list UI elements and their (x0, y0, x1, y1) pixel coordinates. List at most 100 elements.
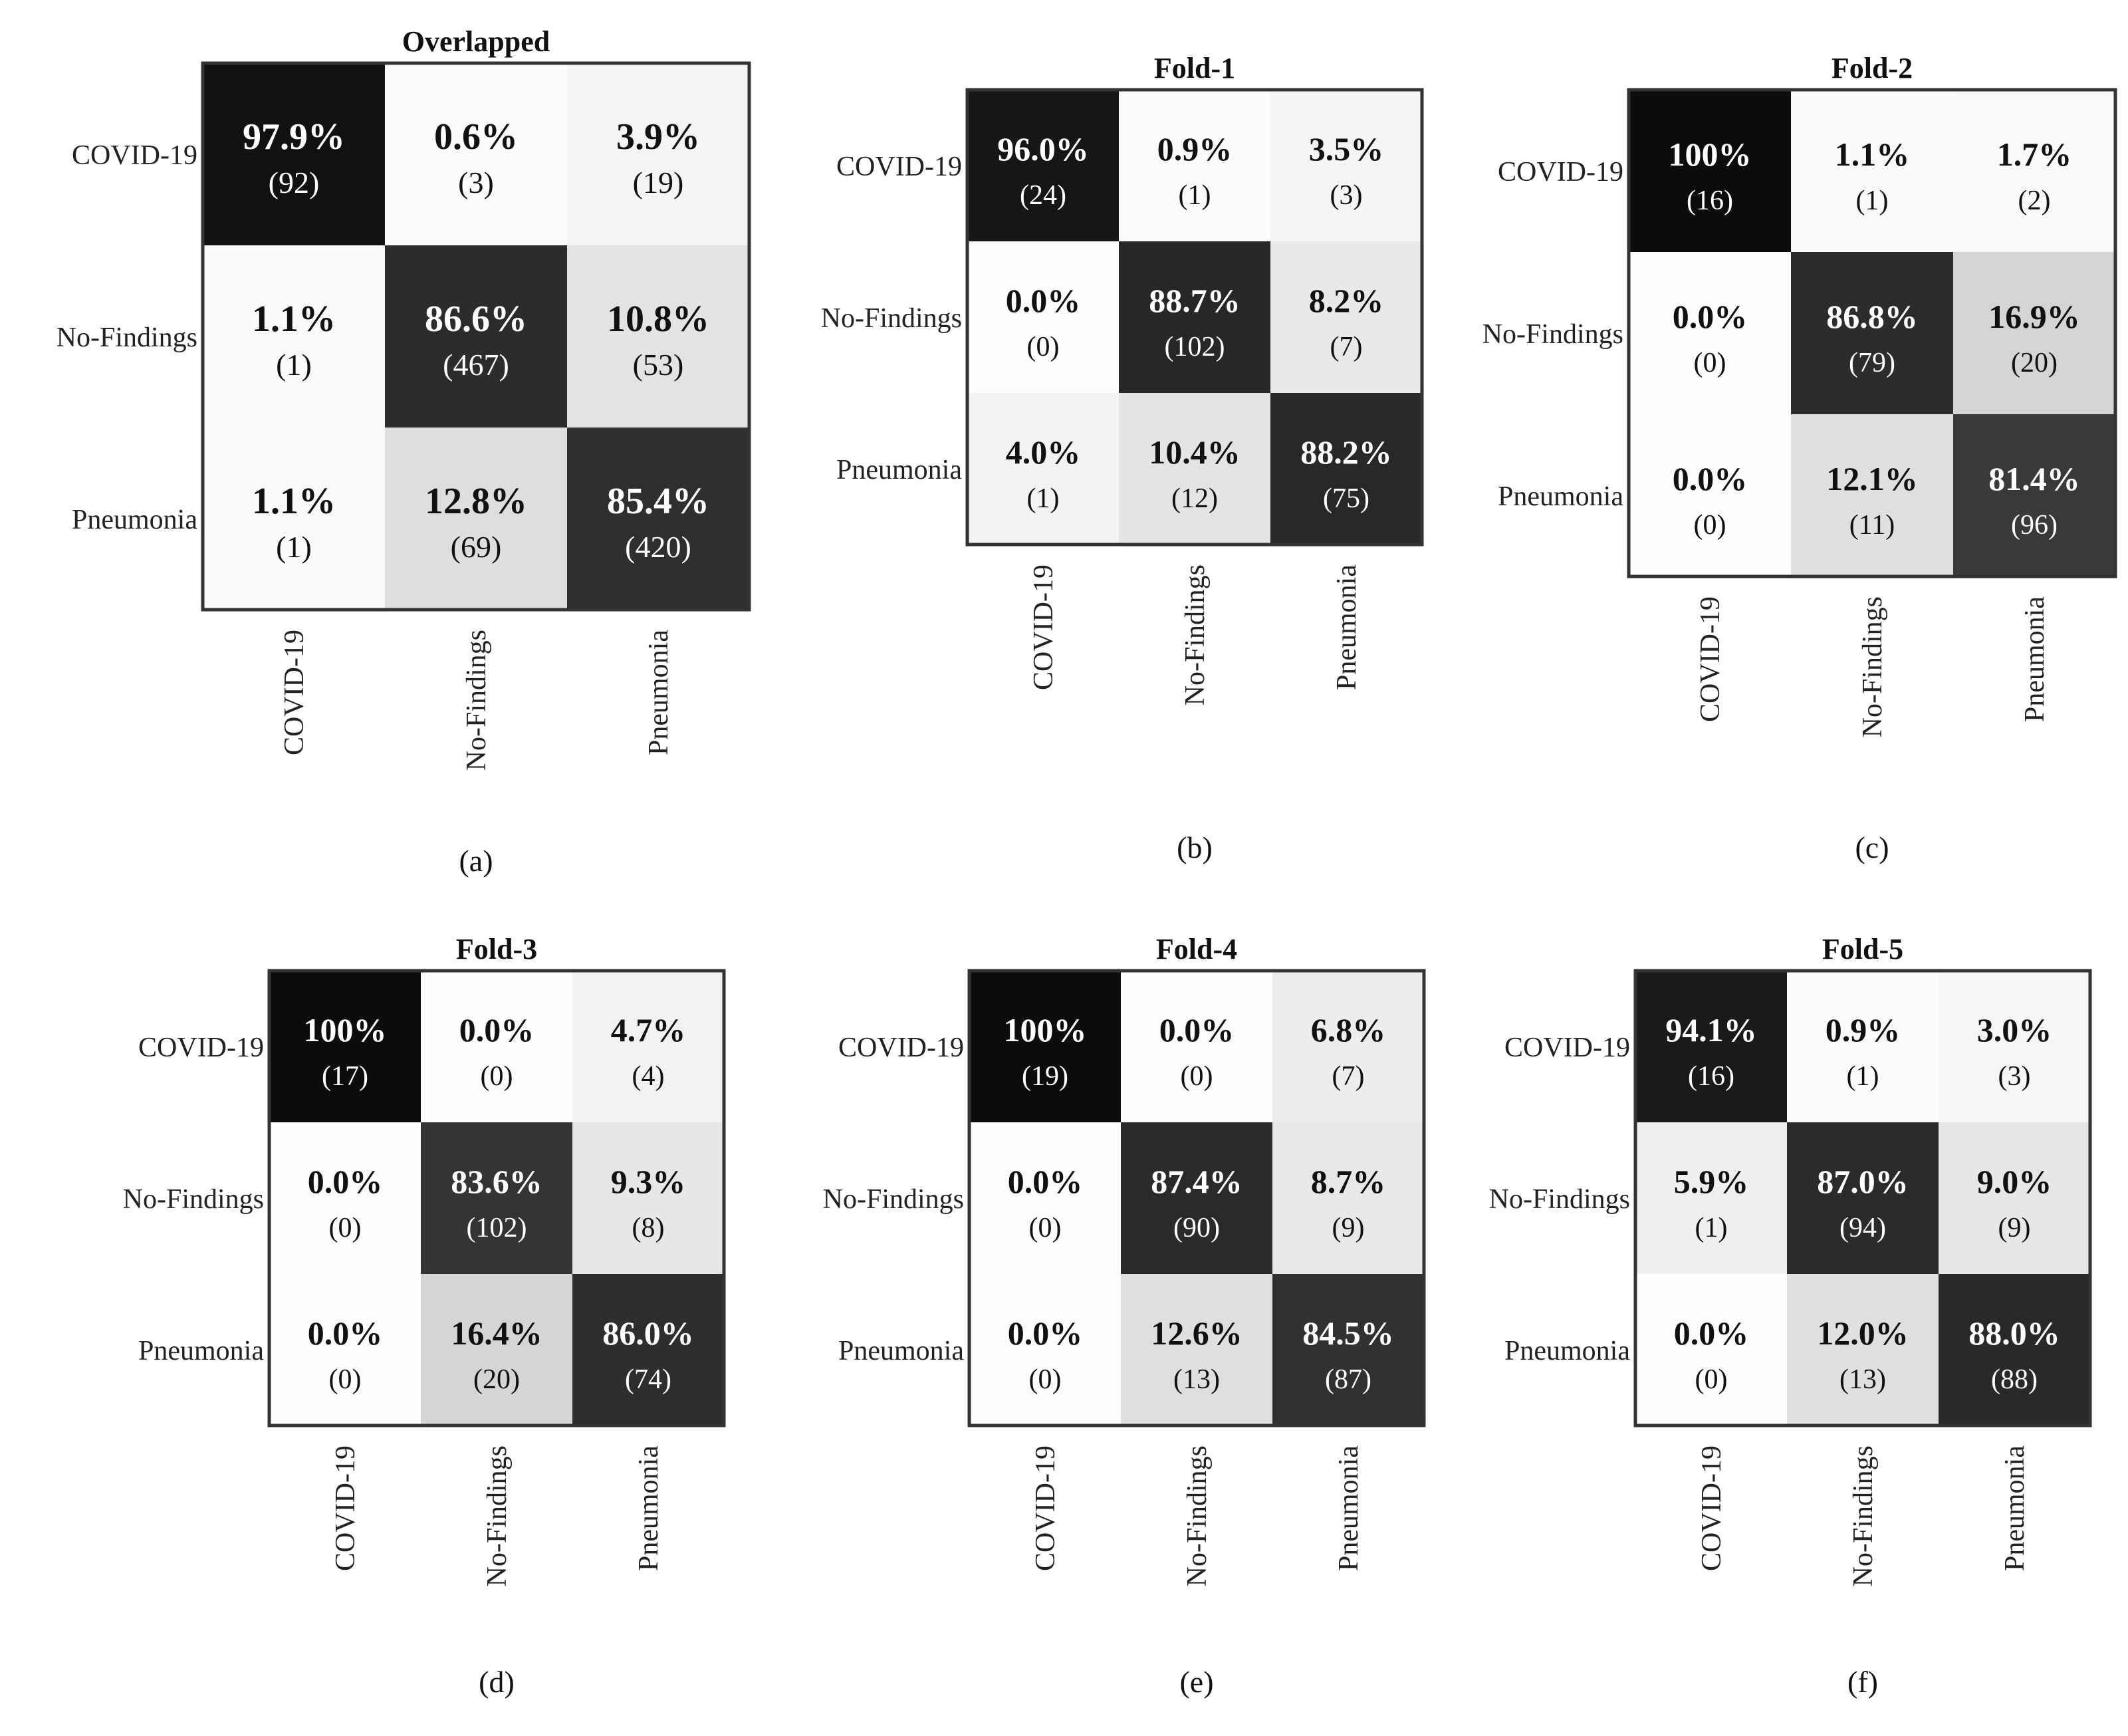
matrix-border (201, 61, 751, 612)
cell-percent-label: 6.8% (1311, 1011, 1386, 1049)
panel-title: Fold-4 (1156, 933, 1237, 965)
column-label: No-Findings (1182, 1445, 1213, 1586)
cell-count-label: (1) (276, 530, 312, 564)
cell-percent-label: 85.4% (607, 481, 709, 522)
matrix-cell (1272, 1274, 1424, 1426)
cell-percent-label: 1.1% (252, 299, 336, 340)
matrix-cell (1787, 971, 1939, 1122)
cell-count-label: (13) (1173, 1364, 1220, 1395)
cell-percent-label: 0.0% (459, 1011, 534, 1049)
cell-count-label: (0) (329, 1364, 362, 1395)
cell-percent-label: 10.8% (607, 299, 709, 340)
cell-count-label: (94) (1839, 1213, 1886, 1243)
matrix-cell (967, 241, 1119, 393)
panel-title: Fold-2 (1832, 52, 1913, 84)
cell-percent-label: 96.0% (997, 130, 1089, 168)
cell-count-label: (74) (625, 1364, 671, 1395)
cell-percent-label: 94.1% (1665, 1011, 1757, 1049)
cell-count-label: (87) (1325, 1364, 1371, 1395)
matrix-border (1633, 969, 2092, 1427)
matrix-cell (269, 971, 421, 1122)
matrix-cell (1953, 252, 2115, 414)
matrix-cell (1121, 1122, 1272, 1274)
row-label: COVID-19 (138, 1033, 264, 1063)
matrix-cell (1629, 252, 1791, 414)
cell-percent-label: 100% (304, 1011, 387, 1049)
matrix-cell (1270, 393, 1422, 545)
cell-percent-label: 10.4% (1149, 434, 1241, 471)
confusion-matrix-panel: Fold-3 100% (17) 0.0% (0) 4.7% (4) 0.0% (0) 83.6%… (123, 933, 726, 1699)
matrix-cell (1272, 1122, 1424, 1274)
cell-count-label: (4) (632, 1061, 665, 1092)
cell-count-label: (2) (2018, 186, 2051, 216)
matrix-cell (385, 63, 567, 245)
row-label: No-Findings (821, 303, 962, 334)
cell-percent-label: 0.6% (434, 116, 518, 158)
cell-percent-label: 12.8% (425, 481, 527, 522)
cell-count-label: (90) (1173, 1213, 1220, 1243)
matrix-border (267, 969, 726, 1427)
cell-count-label: (3) (1998, 1061, 2031, 1092)
cell-count-label: (79) (1849, 348, 1895, 378)
matrix-cell (1791, 414, 1953, 576)
row-label: Pneumonia (838, 1336, 964, 1366)
matrix-cell (1939, 1274, 2090, 1426)
cell-count-label: (1) (1856, 186, 1889, 216)
cell-count-label: (53) (633, 348, 684, 382)
column-label: COVID-19 (1030, 1445, 1061, 1571)
confusion-matrix-panel: Fold-2 100% (16) 1.1% (1) 1.7% (2) 0.0% (0) 86.8%… (1482, 52, 2117, 864)
row-label: Pneumonia (138, 1336, 264, 1366)
column-label: COVID-19 (1697, 1445, 1727, 1571)
cell-count-label: (0) (1029, 1213, 1062, 1243)
cell-percent-label: 87.4% (1151, 1163, 1242, 1200)
panel-caption: (d) (479, 1665, 515, 1699)
matrix-cell (1121, 971, 1272, 1122)
cell-percent-label: 0.0% (1673, 460, 1748, 497)
matrix-cell (1272, 971, 1424, 1122)
matrix-cell (1270, 90, 1422, 241)
cell-count-label: (12) (1171, 483, 1218, 514)
cell-percent-label: 0.0% (1008, 1163, 1083, 1200)
cell-count-label: (17) (322, 1061, 368, 1092)
cell-count-label: (7) (1330, 332, 1363, 362)
column-label: Pneumonia (2000, 1445, 2030, 1571)
cell-percent-label: 0.0% (308, 1314, 383, 1352)
panel-title: Fold-1 (1154, 52, 1235, 84)
cell-percent-label: 1.1% (1835, 136, 1910, 173)
matrix-cell (421, 1274, 572, 1426)
cell-percent-label: 1.7% (1997, 136, 2072, 173)
cell-count-label: (0) (1695, 1364, 1728, 1395)
cell-percent-label: 0.0% (308, 1163, 383, 1200)
matrix-cell (967, 90, 1119, 241)
row-label: No-Findings (57, 322, 197, 353)
panel-title: Fold-3 (456, 933, 537, 965)
cell-percent-label: 86.0% (602, 1314, 694, 1352)
panel-caption: (c) (1855, 830, 1889, 864)
panel-caption: (f) (1847, 1665, 1878, 1699)
confusion-matrix-panel: Overlapped 97.9% (92) 0.6% (3) 3.9% (19) 1.1% (1… (57, 25, 751, 878)
cell-count-label: (1) (1695, 1213, 1728, 1243)
cell-count-label: (69) (451, 530, 502, 564)
cell-count-label: (16) (1687, 186, 1733, 216)
column-label: COVID-19 (1028, 564, 1059, 690)
matrix-cell (1953, 90, 2115, 252)
cell-percent-label: 86.6% (425, 299, 527, 340)
cell-percent-label: 0.0% (1673, 298, 1748, 335)
matrix-cell (1119, 393, 1270, 545)
matrix-cell (203, 245, 385, 428)
cell-count-label: (3) (458, 166, 494, 199)
cell-percent-label: 8.7% (1311, 1163, 1386, 1200)
cell-percent-label: 88.2% (1300, 434, 1392, 471)
column-label: No-Findings (1180, 564, 1211, 705)
cell-percent-label: 87.0% (1817, 1163, 1909, 1200)
matrix-cell (572, 971, 724, 1122)
row-label: Pneumonia (1504, 1336, 1630, 1366)
cell-percent-label: 86.8% (1826, 298, 1918, 335)
panel-caption: (e) (1179, 1665, 1213, 1699)
row-label: COVID-19 (838, 1033, 964, 1063)
confusion-matrix-panel: Fold-5 94.1% (16) 0.9% (1) 3.0% (3) 5.9% (1) 87.0… (1489, 933, 2092, 1699)
matrix-cell (1629, 90, 1791, 252)
column-label: No-Findings (482, 1445, 513, 1586)
cell-percent-label: 1.1% (252, 481, 336, 522)
matrix-cell (1787, 1122, 1939, 1274)
